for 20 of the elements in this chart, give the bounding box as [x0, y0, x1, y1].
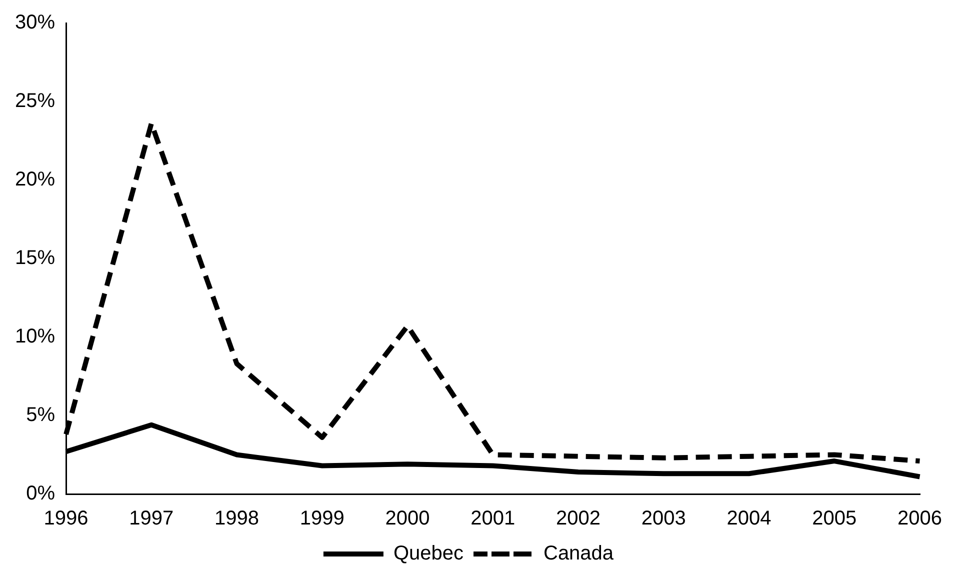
- x-tick-label: 1998: [214, 508, 260, 530]
- y-tick-label: 5%: [26, 404, 56, 426]
- y-tick-label: 30%: [15, 12, 56, 34]
- x-tick-label: 1997: [129, 508, 174, 530]
- x-tick-label: 2006: [898, 508, 942, 530]
- legend-label: Canada: [543, 542, 614, 565]
- y-tick-label: 20%: [15, 168, 56, 191]
- x-tick-label: 2002: [556, 508, 601, 530]
- x-tick-label: 2003: [641, 508, 686, 530]
- y-tick-label: 25%: [15, 90, 56, 112]
- y-tick-label: 15%: [15, 247, 56, 270]
- x-tick-label: 1999: [300, 508, 344, 530]
- x-tick-label: 2001: [470, 508, 516, 530]
- x-tick-label: 1996: [44, 508, 88, 530]
- x-tick-label: 2004: [726, 508, 772, 530]
- x-tick-label: 2000: [385, 508, 430, 530]
- x-tick-label: 2005: [812, 508, 857, 530]
- y-tick-label: 0%: [26, 482, 56, 505]
- legend-label: Quebec: [393, 542, 464, 565]
- y-tick-label: 10%: [15, 326, 56, 348]
